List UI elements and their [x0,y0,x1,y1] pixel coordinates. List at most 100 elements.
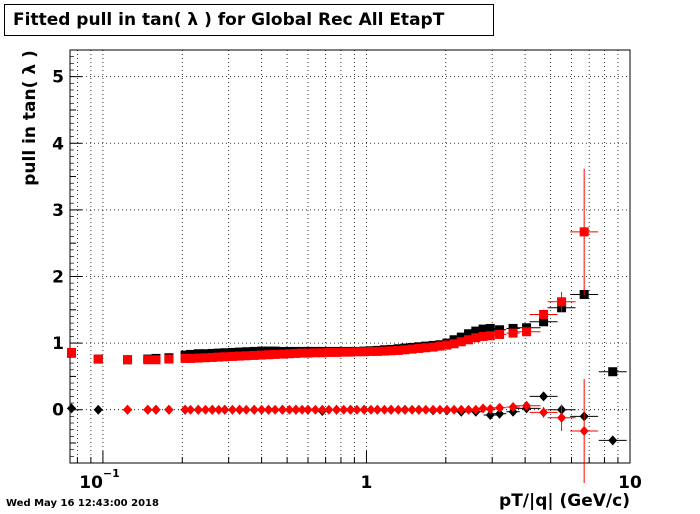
data-point-square [456,332,466,342]
x-tick-label: 1 [361,473,373,493]
data-point-diamond [339,404,349,415]
data-point-square [485,331,495,341]
data-point-square [324,347,334,357]
data-point-diamond [264,404,274,415]
data-point-diamond [317,404,327,415]
data-point-diamond [310,404,320,415]
data-point-diamond [464,404,474,415]
data-point-square [435,341,445,351]
data-point-square [352,347,362,357]
data-point-square [220,352,230,362]
data-point-diamond [579,426,589,437]
data-point-diamond [200,404,210,415]
data-point-diamond [456,404,466,415]
data-point-diamond [270,404,280,415]
x-tick-label: 10 [618,473,642,493]
y-tick-label: 5 [52,68,64,88]
data-point-square [214,352,224,362]
data-point-square [478,324,488,334]
data-point-square [332,347,342,357]
data-point-square [464,335,474,345]
data-point-square [386,346,396,356]
data-point-diamond [257,404,267,415]
data-point-square [317,348,327,358]
data-point-diamond [214,404,224,415]
data-point-square [284,349,294,359]
data-point-diamond [485,410,495,421]
data-point-square [200,353,210,363]
data-point-square [508,323,518,333]
data-point-diamond [151,404,161,415]
data-point-square [366,346,376,356]
data-point-square [471,333,481,343]
data-point-square [464,329,474,339]
data-point-diamond [495,408,505,419]
data-point-diamond [180,404,190,415]
data-point-diamond [400,404,410,415]
data-point-diamond [386,404,396,415]
data-point-diamond [557,412,567,423]
data-point-diamond [241,404,251,415]
data-point-diamond [478,403,488,414]
data-point-diamond [435,404,445,415]
timestamp: Wed May 16 12:43:00 2018 [6,498,159,509]
data-point-square [227,351,237,361]
data-point-square [151,355,161,365]
data-point-square [257,350,267,360]
data-point-square [522,327,532,337]
data-point-diamond [359,404,369,415]
x-tick-label: 10 [79,473,103,493]
y-tick-label: 4 [52,134,64,154]
data-point-square [207,352,217,362]
data-point-square [264,350,274,360]
data-point-diamond [379,404,389,415]
data-point-diamond [291,404,301,415]
data-point-square [414,343,424,353]
data-point-diamond [522,400,532,411]
data-point-diamond [393,404,403,415]
data-point-diamond [442,404,452,415]
data-point-square [235,351,245,361]
data-point-diamond [143,404,153,415]
data-point-square [442,340,452,350]
data-point-diamond [428,404,438,415]
data-point-diamond [186,404,196,415]
data-point-diamond [366,404,376,415]
chart-title: Fitted pull in tan( λ ) for Global Rec A… [13,10,445,30]
data-point-square [270,349,280,359]
data-point-diamond [539,407,549,418]
data-point-square [241,351,251,361]
data-point-square [143,355,153,365]
data-point-square [508,328,518,338]
data-point-square [379,346,389,356]
data-point-square [249,350,259,360]
data-point-square [359,347,369,357]
data-point-square [277,349,287,359]
data-point-square [67,347,77,357]
data-point-diamond [352,404,362,415]
data-point-diamond [207,404,217,415]
chart-title-box: Fitted pull in tan( λ ) for Global Rec A… [4,4,494,36]
data-point-square [372,346,382,356]
data-point-diamond [471,404,481,415]
data-point-square [123,355,133,365]
x-tick-exponent: −1 [103,467,120,480]
data-point-square [339,347,349,357]
data-point-square [407,344,417,354]
data-point-diamond [220,404,230,415]
data-point-diamond [123,404,133,415]
data-point-diamond [303,404,313,415]
data-point-diamond [249,404,259,415]
data-point-diamond [407,404,417,415]
data-point-square [164,354,174,364]
data-point-square [93,354,103,364]
data-point-diamond [284,404,294,415]
data-point-square [456,337,466,347]
data-point-diamond [508,402,518,413]
data-point-diamond [235,404,245,415]
data-point-diamond [608,435,618,446]
y-axis-label: pull in tan( λ ) [20,50,40,186]
data-point-square [193,353,203,363]
data-point-diamond [164,404,174,415]
